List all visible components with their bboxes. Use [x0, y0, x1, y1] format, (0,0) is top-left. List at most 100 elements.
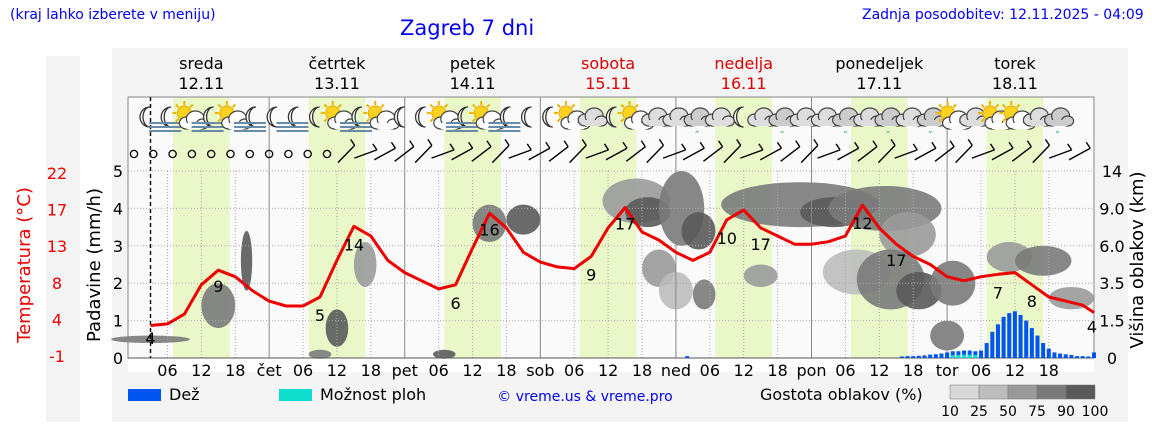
sun-ray	[570, 103, 576, 109]
wind-barb-icon	[813, 139, 819, 146]
moon-icon	[393, 106, 405, 128]
x-tick-label: 06	[971, 361, 991, 380]
temperature-label: 8	[1027, 292, 1037, 311]
wind-barb-icon	[468, 141, 474, 149]
cloud-base	[839, 120, 856, 126]
rain-bar	[973, 351, 978, 358]
wind-barb-icon	[760, 147, 782, 161]
cloud-density-area	[110, 335, 191, 344]
wind-barb-icon	[427, 139, 433, 146]
cloud-base	[797, 120, 814, 126]
rain-bar	[1012, 311, 1017, 358]
wind-barb-icon	[354, 149, 378, 159]
sun-ray	[1002, 103, 1007, 109]
cloud-base	[924, 120, 941, 126]
credit-text: © vreme.us & vreme.pro	[497, 389, 672, 405]
rain-bar	[899, 356, 904, 358]
x-tick-label: pon	[796, 361, 826, 380]
cloud-density-area	[353, 242, 377, 287]
temperature-label: 9	[213, 277, 223, 296]
temperature-label: 7	[993, 283, 1003, 302]
wind-barb-icon	[451, 147, 473, 161]
temperature-label: 16	[479, 220, 499, 239]
showers-bar	[950, 354, 955, 358]
cloud-icon	[369, 110, 400, 130]
x-tick-label: 18	[632, 361, 652, 380]
wind-barb-icon	[569, 144, 587, 164]
cloud-density-area	[896, 271, 942, 310]
x-tick-label: 18	[903, 361, 923, 380]
sun-ray	[217, 103, 222, 109]
x-tick-label: 18	[361, 361, 381, 380]
cloud-base	[992, 123, 1008, 129]
cloud-rain-icon: ″	[844, 129, 848, 142]
temperature-tick: -1	[49, 347, 65, 366]
cloud-base	[712, 120, 729, 126]
wind-barb-icon	[682, 147, 705, 161]
wind-barb-icon	[1068, 147, 1091, 161]
wind-barb-icon	[526, 143, 532, 151]
sun-ray	[231, 103, 236, 109]
cloud-icon	[704, 107, 736, 127]
wind-barb-icon	[337, 144, 356, 164]
day-date: 18.11	[992, 74, 1038, 93]
cloud-density-area	[692, 279, 716, 310]
rain-bar	[905, 356, 910, 358]
wind-barb-icon	[471, 146, 492, 162]
wind-barb-icon	[646, 144, 664, 164]
x-tick-label: sob	[526, 361, 554, 380]
wind-barb-icon	[658, 139, 665, 146]
moon-icon	[732, 106, 744, 128]
cloud-height-tick: 0	[1107, 349, 1117, 368]
day-name: petek	[450, 54, 496, 73]
rain-bar	[1058, 353, 1063, 358]
sun-ray	[994, 103, 1000, 109]
cloud-density-area	[1014, 245, 1072, 276]
cloud-density-swatch	[1036, 384, 1067, 400]
sun-ray	[175, 103, 180, 109]
cloud-base	[966, 120, 983, 126]
day-name: ponedeljek	[835, 54, 924, 73]
wind-barb-icon	[1048, 149, 1072, 159]
temperature-label: 17	[615, 215, 635, 234]
precipitation-tick: 3	[113, 237, 123, 256]
cloud-rain-icon: ″	[780, 129, 784, 142]
cloud-density-area	[506, 204, 541, 235]
day-name: sreda	[179, 54, 223, 73]
rain-bar	[1046, 348, 1051, 358]
sun-ray	[1016, 103, 1021, 109]
wind-barb-icon	[662, 149, 686, 159]
wind-barb-icon	[394, 146, 415, 162]
sun-ray	[620, 103, 625, 109]
wind-barb-icon	[854, 141, 860, 149]
sun-ray	[380, 103, 385, 109]
sun-ray	[472, 117, 477, 123]
wind-barb-icon	[563, 140, 569, 148]
wind-barb-icon	[603, 143, 610, 151]
precipitation-tick: 0	[113, 349, 123, 368]
rain-legend-label: Dež	[169, 385, 200, 404]
calm-wind-icon	[322, 149, 332, 159]
cloud-height-tick: 6.0	[1099, 237, 1124, 256]
x-tick-label: 18	[225, 361, 245, 380]
cloud-density-area	[240, 230, 253, 291]
day-name: četrtek	[309, 54, 367, 73]
cloud-base	[882, 120, 898, 126]
day-header-band	[112, 48, 1128, 106]
temperature-label: 5	[315, 306, 325, 325]
sun-ray	[980, 117, 986, 123]
cloud-icon	[1043, 107, 1075, 127]
day-name: nedelja	[714, 54, 773, 73]
cloud-base	[754, 120, 771, 126]
calm-wind-icon	[149, 149, 158, 159]
wind-barb-icon	[605, 147, 628, 161]
cloud-rain-icon: ″	[695, 129, 699, 142]
rain-bar	[1080, 356, 1085, 358]
wind-barb-icon	[758, 143, 764, 151]
rain-bar	[1092, 352, 1096, 358]
rain-bar	[1007, 313, 1012, 358]
temperature-axis-label: Temperatura (°C)	[14, 187, 35, 344]
cloud-density-scale-label: 90	[1057, 404, 1075, 420]
sun-ray	[366, 117, 371, 123]
